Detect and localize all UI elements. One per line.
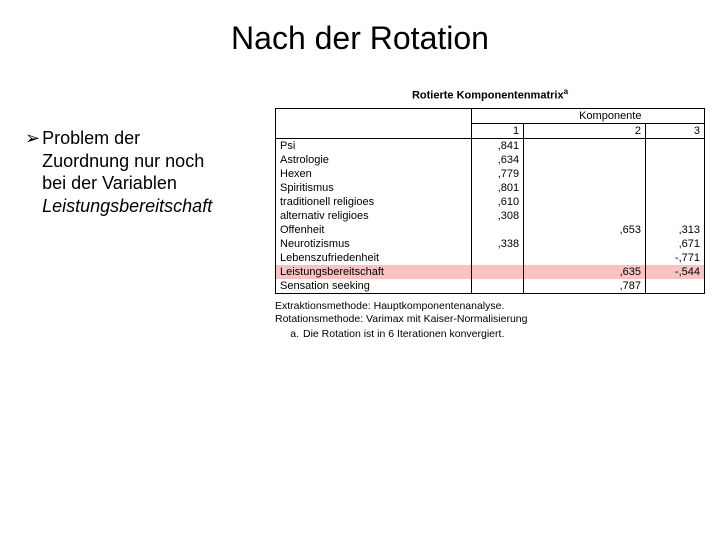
row-label: alternativ religioes (276, 209, 472, 223)
table-caption-text: Rotierte Komponentenmatrix (412, 90, 564, 102)
bullet-text: ➢ Problem der Zuordnung nur noch bei der… (25, 87, 275, 341)
bullet-line3: bei der Variablen (42, 173, 177, 193)
bullet-line4: Leistungsbereitschaft (42, 196, 212, 216)
cell-c2: ,653 (524, 223, 646, 237)
slide-title: Nach der Rotation (0, 0, 720, 87)
cell-c2 (524, 138, 646, 153)
table-row: traditionell religioes,610 (276, 195, 705, 209)
footnote-a-text: Die Rotation ist in 6 Iterationen konver… (303, 328, 504, 341)
table-row: alternativ religioes,308 (276, 209, 705, 223)
footnote-2: Rotationsmethode: Varimax mit Kaiser-Nor… (275, 313, 705, 326)
cell-c1: ,841 (471, 138, 524, 153)
table-row: Spiritismus,801 (276, 181, 705, 195)
cell-c2: ,787 (524, 279, 646, 294)
cell-c2 (524, 251, 646, 265)
cell-c1: ,801 (471, 181, 524, 195)
row-label: traditionell religioes (276, 195, 472, 209)
cell-c1 (471, 251, 524, 265)
table-row: Lebenszufriedenheit -,771 (276, 251, 705, 265)
component-matrix-table: Komponente 1 2 3 Psi,841Astrologie,634He… (275, 108, 705, 294)
cell-c2 (524, 195, 646, 209)
table-row: Hexen,779 (276, 167, 705, 181)
cell-c1: ,634 (471, 153, 524, 167)
cell-c3: ,313 (645, 223, 704, 237)
cell-c3 (645, 181, 704, 195)
col-header-3: 3 (645, 123, 704, 138)
cell-c3 (645, 167, 704, 181)
cell-c3 (645, 153, 704, 167)
row-label: Spiritismus (276, 181, 472, 195)
cell-c1 (471, 223, 524, 237)
table-caption: Rotierte Komponentenmatrixa (275, 87, 705, 102)
col-header-1: 1 (471, 123, 524, 138)
cell-c1 (471, 265, 524, 279)
cell-c2 (524, 181, 646, 195)
row-label: Leistungsbereitschaft (276, 265, 472, 279)
cell-c2: ,635 (524, 265, 646, 279)
bullet-body: Problem der Zuordnung nur noch bei der V… (42, 127, 212, 217)
th-blank (276, 108, 472, 123)
row-label: Psi (276, 138, 472, 153)
row-label: Sensation seeking (276, 279, 472, 294)
table-row: Neurotizismus,338 ,671 (276, 237, 705, 251)
cell-c3 (645, 138, 704, 153)
cell-c3: -,771 (645, 251, 704, 265)
cell-c2 (524, 237, 646, 251)
th-group: Komponente (524, 108, 646, 123)
th-group-spacer (471, 108, 524, 123)
bullet-icon: ➢ (25, 127, 40, 217)
cell-c1: ,338 (471, 237, 524, 251)
footnote-a-label: a. (275, 328, 303, 341)
table-row: Leistungsbereitschaft ,635-,544 (276, 265, 705, 279)
cell-c3 (645, 195, 704, 209)
cell-c3 (645, 209, 704, 223)
cell-c1 (471, 279, 524, 294)
cell-c2 (524, 209, 646, 223)
row-label: Lebenszufriedenheit (276, 251, 472, 265)
bullet-line1: Problem der (42, 128, 140, 148)
table-row: Offenheit ,653,313 (276, 223, 705, 237)
cell-c1: ,610 (471, 195, 524, 209)
cell-c2 (524, 167, 646, 181)
th-group-spacer2 (645, 108, 704, 123)
cell-c3 (645, 279, 704, 294)
row-label: Hexen (276, 167, 472, 181)
table-caption-sup: a (564, 87, 568, 96)
table-row: Psi,841 (276, 138, 705, 153)
footnote-1: Extraktionsmethode: Hauptkomponentenanal… (275, 300, 705, 313)
row-label: Astrologie (276, 153, 472, 167)
table-row: Astrologie,634 (276, 153, 705, 167)
row-label: Offenheit (276, 223, 472, 237)
table-footnotes: Extraktionsmethode: Hauptkomponentenanal… (275, 300, 705, 341)
cell-c2 (524, 153, 646, 167)
row-label: Neurotizismus (276, 237, 472, 251)
col-header-2: 2 (524, 123, 646, 138)
cell-c3: ,671 (645, 237, 704, 251)
cell-c1: ,308 (471, 209, 524, 223)
cell-c3: -,544 (645, 265, 704, 279)
table-row: Sensation seeking ,787 (276, 279, 705, 294)
th-blank2 (276, 123, 472, 138)
content-area: ➢ Problem der Zuordnung nur noch bei der… (0, 87, 720, 341)
cell-c1: ,779 (471, 167, 524, 181)
table-wrap: Rotierte Komponentenmatrixa Komponente 1… (275, 87, 705, 341)
bullet-line2: Zuordnung nur noch (42, 151, 204, 171)
